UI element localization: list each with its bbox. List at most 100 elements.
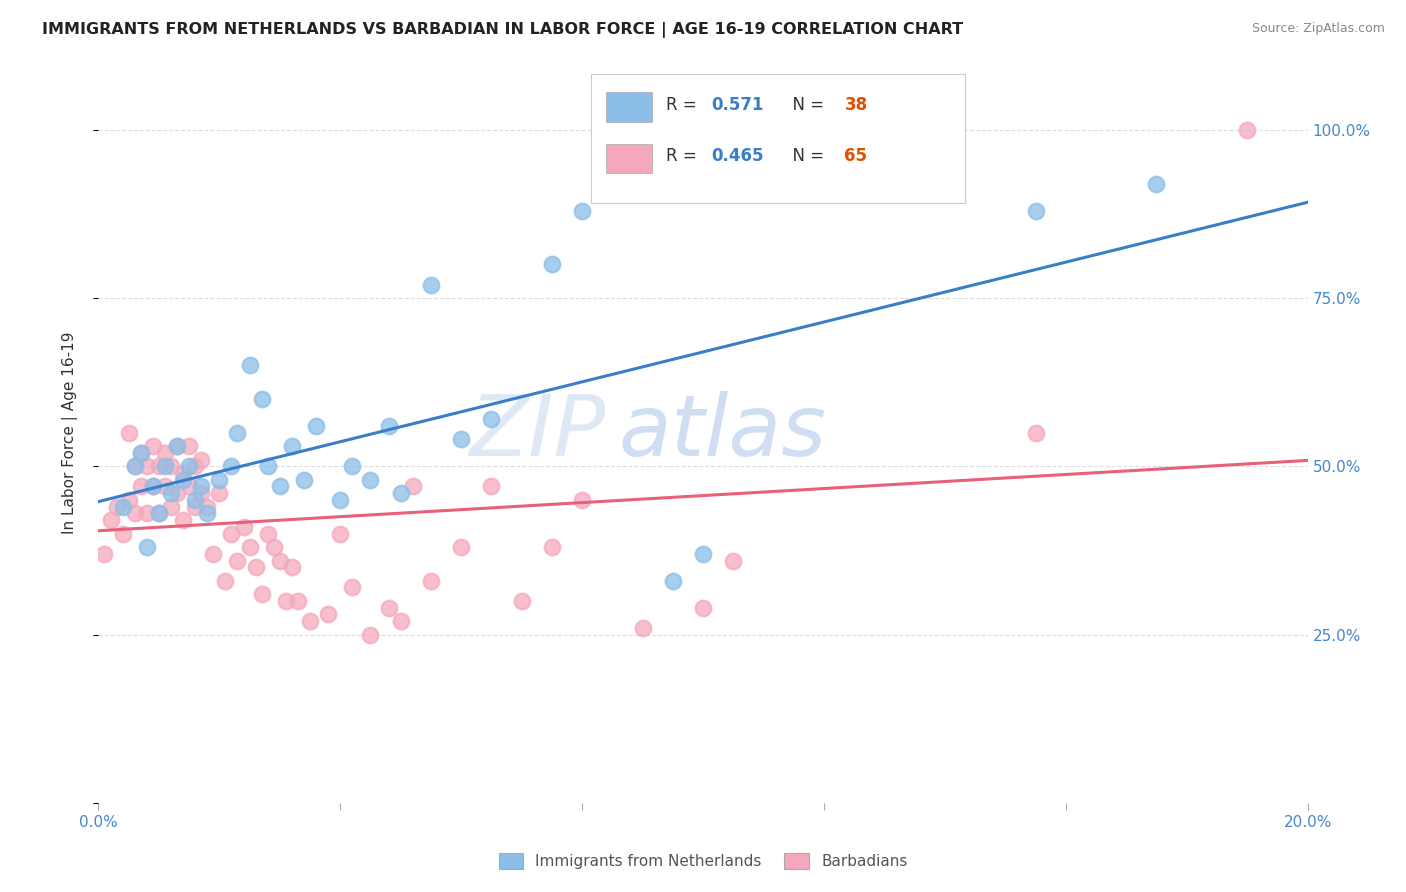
Point	[540, 257, 562, 271]
Point	[281, 560, 304, 574]
Point	[287, 594, 309, 608]
Point	[263, 540, 285, 554]
Point	[129, 446, 152, 460]
Text: atlas: atlas	[619, 391, 827, 475]
Point	[329, 492, 352, 507]
Point	[571, 203, 593, 218]
Y-axis label: In Labor Force | Age 16-19: In Labor Force | Age 16-19	[62, 331, 77, 534]
Text: N =: N =	[782, 95, 830, 113]
Point	[93, 547, 115, 561]
Point	[269, 479, 291, 493]
Point	[723, 553, 745, 567]
Point	[226, 553, 249, 567]
Point	[256, 459, 278, 474]
Bar	[606, 92, 652, 121]
Point	[1024, 425, 1046, 440]
Text: 0.465: 0.465	[711, 147, 763, 165]
Point	[129, 446, 152, 460]
Point	[250, 587, 273, 601]
Point	[329, 526, 352, 541]
Text: R =: R =	[665, 95, 702, 113]
Point	[172, 513, 194, 527]
Text: IMMIGRANTS FROM NETHERLANDS VS BARBADIAN IN LABOR FORCE | AGE 16-19 CORRELATION : IMMIGRANTS FROM NETHERLANDS VS BARBADIAN…	[42, 22, 963, 38]
Point	[377, 418, 399, 433]
Point	[450, 540, 472, 554]
Point	[292, 473, 315, 487]
Point	[360, 473, 382, 487]
Point	[299, 614, 322, 628]
Point	[195, 500, 218, 514]
Point	[190, 479, 212, 493]
Text: Source: ZipAtlas.com: Source: ZipAtlas.com	[1251, 22, 1385, 36]
Point	[232, 520, 254, 534]
Point	[135, 507, 157, 521]
Text: N =: N =	[782, 147, 830, 165]
Point	[420, 574, 443, 588]
Point	[190, 452, 212, 467]
Point	[221, 526, 243, 541]
Point	[1144, 177, 1167, 191]
Point	[269, 553, 291, 567]
Point	[148, 507, 170, 521]
Point	[124, 459, 146, 474]
Point	[208, 473, 231, 487]
Point	[202, 547, 225, 561]
Point	[281, 439, 304, 453]
Text: 65: 65	[845, 147, 868, 165]
Point	[179, 459, 201, 474]
Point	[195, 507, 218, 521]
Point	[420, 277, 443, 292]
Point	[111, 526, 134, 541]
Point	[166, 439, 188, 453]
Point	[142, 479, 165, 493]
Point	[305, 418, 328, 433]
Point	[692, 600, 714, 615]
Point	[142, 439, 165, 453]
Point	[631, 621, 654, 635]
Point	[245, 560, 267, 574]
Point	[510, 594, 533, 608]
Point	[481, 412, 503, 426]
Point	[172, 473, 194, 487]
Point	[105, 500, 128, 514]
Point	[450, 433, 472, 447]
Point	[184, 500, 207, 514]
Point	[153, 459, 176, 474]
Point	[153, 479, 176, 493]
Point	[111, 500, 134, 514]
Point	[214, 574, 236, 588]
Point	[160, 500, 183, 514]
Point	[148, 507, 170, 521]
Point	[172, 466, 194, 480]
Point	[166, 439, 188, 453]
Point	[342, 459, 364, 474]
Point	[142, 479, 165, 493]
Point	[389, 614, 412, 628]
Point	[208, 486, 231, 500]
Point	[377, 600, 399, 615]
Point	[481, 479, 503, 493]
Point	[184, 459, 207, 474]
Point	[153, 446, 176, 460]
Point	[250, 392, 273, 406]
Text: R =: R =	[665, 147, 702, 165]
Point	[571, 492, 593, 507]
Point	[166, 486, 188, 500]
Point	[160, 486, 183, 500]
Point	[118, 425, 141, 440]
Point	[190, 486, 212, 500]
Text: 38: 38	[845, 95, 868, 113]
Point	[389, 486, 412, 500]
Point	[661, 574, 683, 588]
Point	[129, 479, 152, 493]
Point	[179, 439, 201, 453]
Point	[360, 627, 382, 641]
Point	[274, 594, 297, 608]
Point	[256, 526, 278, 541]
Point	[135, 459, 157, 474]
Point	[1236, 122, 1258, 136]
Point	[239, 540, 262, 554]
Bar	[606, 144, 652, 173]
FancyBboxPatch shape	[591, 73, 966, 203]
Text: ZIP: ZIP	[470, 391, 606, 475]
